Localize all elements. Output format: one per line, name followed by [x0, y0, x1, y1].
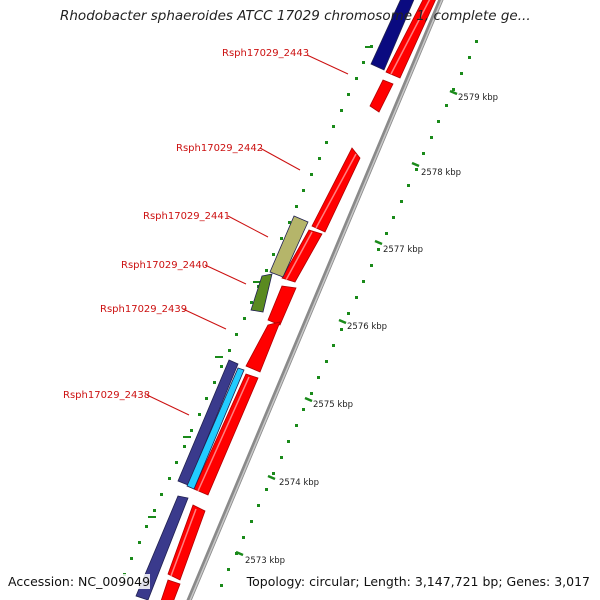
map-title: Rhodobacter sphaeroides ATCC 17029 chrom…: [60, 8, 531, 24]
kbp-label-2578: 2578 kbp: [421, 168, 461, 178]
kbp-label-2573: 2573 kbp: [245, 556, 285, 566]
gene-forward-2436[interactable]: [158, 579, 181, 600]
backbone-ring: [186, 0, 444, 600]
forward-strand-genes: [158, 0, 436, 600]
kbp-label-2577: 2577 kbp: [383, 245, 423, 255]
gene-label-2443[interactable]: Rsph17029_2443: [222, 48, 309, 59]
gene-reverse-navy[interactable]: [370, 0, 418, 71]
kbp-major-ticks: [235, 89, 458, 557]
gene-feature-cyan[interactable]: [186, 367, 245, 490]
kbp-label-2574: 2574 kbp: [279, 478, 319, 488]
forward-gene-highlights: [170, 0, 431, 577]
accession-text: Accession: NC_009049: [8, 574, 151, 589]
gene-feature-green[interactable]: [250, 273, 273, 313]
gene-forward-2439[interactable]: [245, 321, 281, 373]
gene-label-2439[interactable]: Rsph17029_2439: [100, 304, 187, 315]
gene-feature-olive[interactable]: [269, 215, 309, 278]
gene-forward-2440[interactable]: [267, 285, 297, 326]
gene-label-2442[interactable]: Rsph17029_2442: [176, 143, 263, 154]
gene-label-2438[interactable]: Rsph17029_2438: [63, 390, 150, 401]
outer-tick-track: [220, 40, 478, 587]
kbp-label-2576: 2576 kbp: [347, 322, 387, 332]
label-leader-lines: [146, 54, 349, 416]
kbp-label-2579: 2579 kbp: [458, 93, 498, 103]
topology-text: Topology: circular; Length: 3,147,721 bp…: [246, 574, 590, 589]
gene-forward-2443[interactable]: [369, 79, 394, 113]
kbp-label-2575: 2575 kbp: [313, 400, 353, 410]
gene-label-2440[interactable]: Rsph17029_2440: [121, 260, 208, 271]
gene-label-2441[interactable]: Rsph17029_2441: [143, 211, 230, 222]
